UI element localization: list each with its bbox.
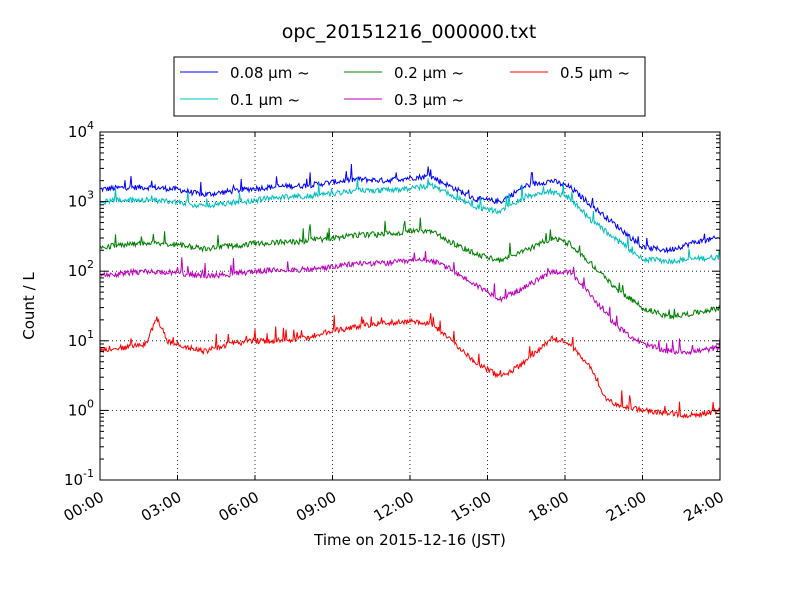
x-tick-label: 00:00 (61, 488, 107, 525)
x-tick-labels: 00:00 03:00 06:00 09:00 12:00 15:00 18:00 21:00… (61, 488, 727, 525)
grid-lines (100, 132, 720, 480)
series-line-3 (99, 251, 721, 356)
legend-label: 0.3 μm ~ (394, 91, 464, 109)
x-tick-label: 03:00 (138, 488, 184, 525)
y-tick-labels: 10-1 100 101 102 103 104 (64, 119, 94, 489)
y-axis-label: Count / L (20, 272, 38, 340)
y-tick-label: 100 (68, 397, 94, 419)
axis-ticks (99, 131, 721, 481)
legend-label: 0.2 μm ~ (394, 64, 464, 82)
chart-title: opc_20151216_000000.txt (282, 21, 537, 43)
x-tick-label: 21:00 (603, 488, 649, 525)
x-tick-label: 15:00 (448, 488, 494, 525)
y-tick-label: 103 (68, 189, 94, 211)
y-tick-label: 104 (68, 119, 94, 141)
series-line-4 (99, 313, 721, 419)
series-line-1 (99, 176, 721, 266)
x-tick-label: 06:00 (216, 488, 262, 525)
x-tick-label: 24:00 (681, 488, 727, 525)
x-tick-label: 12:00 (371, 488, 417, 525)
legend-box (173, 56, 646, 117)
series-line-0 (100, 163, 721, 254)
series-line-2 (99, 217, 721, 320)
y-tick-label: 10-1 (64, 467, 94, 489)
x-axis-label: Time on 2015-12-16 (JST) (313, 531, 506, 549)
y-tick-label: 101 (68, 328, 94, 350)
legend-label: 0.5 μm ~ (560, 64, 630, 82)
legend-label: 0.08 μm ~ (230, 64, 310, 82)
series-group (99, 163, 721, 419)
y-tick-label: 102 (68, 258, 94, 280)
x-tick-label: 09:00 (293, 488, 339, 525)
x-tick-label: 18:00 (526, 488, 572, 525)
legend-label: 0.1 μm ~ (230, 91, 300, 109)
legend: 0.08 μm ~ 0.1 μm ~ 0.2 μm ~ 0.3 μm ~ 0.5 μm … (173, 56, 646, 117)
